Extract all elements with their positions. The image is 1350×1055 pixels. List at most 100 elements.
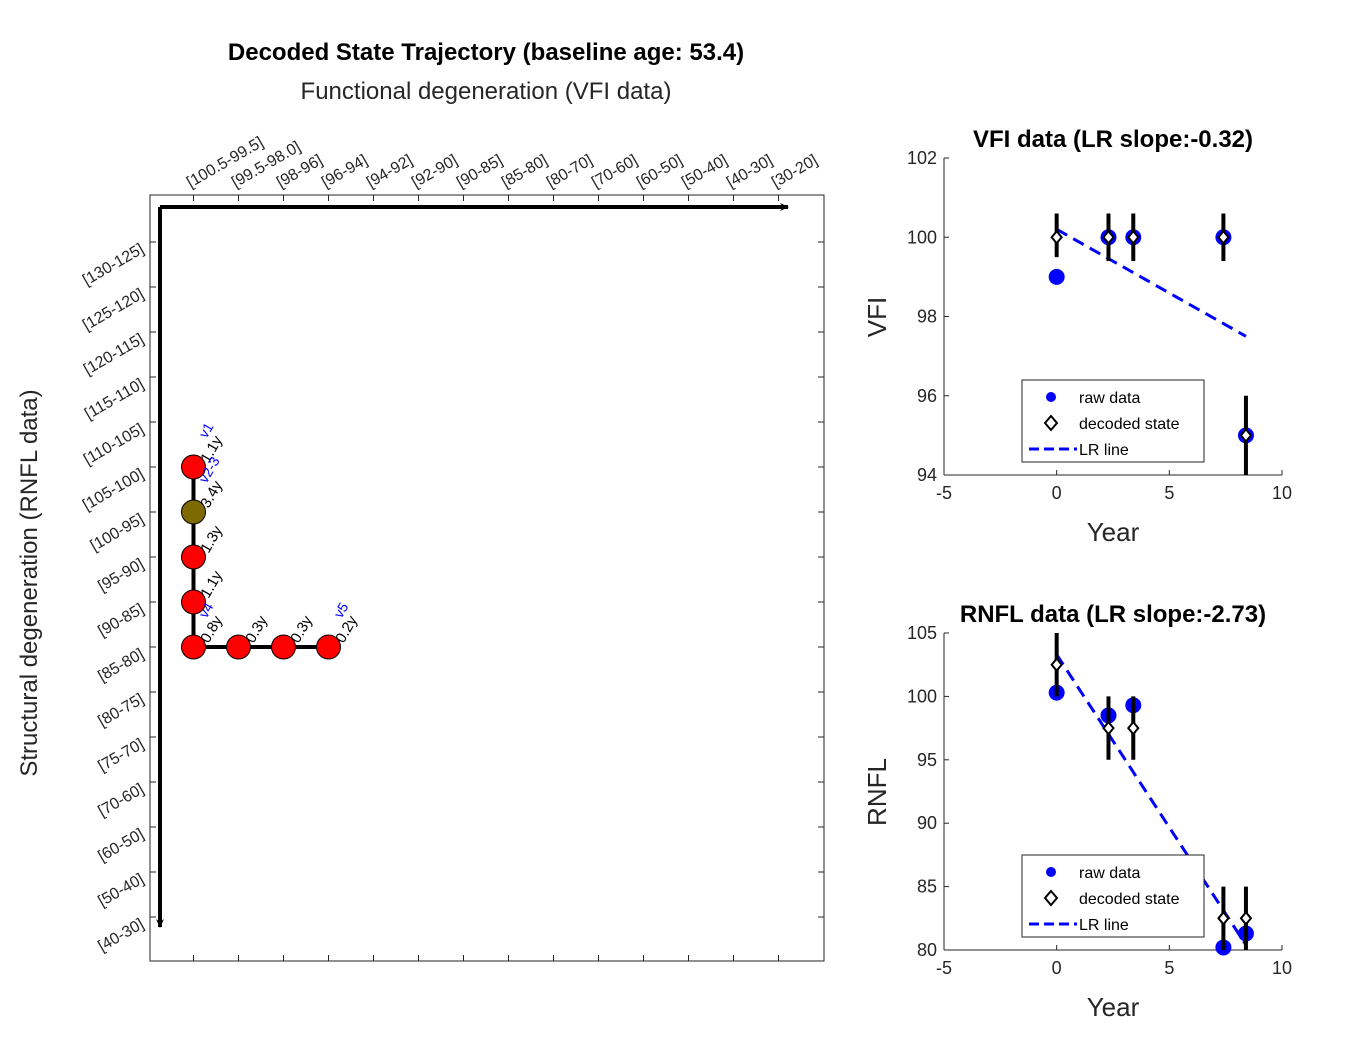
state-duration-label: 1.3y bbox=[197, 523, 226, 556]
traj-y-tick-label: [70-60] bbox=[95, 781, 147, 821]
state-duration-label: 3.4y bbox=[197, 478, 226, 511]
state-duration-label: 0.3y bbox=[287, 613, 316, 646]
rnfl-xlabel: Year bbox=[1087, 992, 1140, 1022]
state-visit-label: v1 bbox=[195, 420, 216, 441]
vfi-ticks: -5 0 5 10 94 96 98 100 102 bbox=[907, 148, 1292, 503]
traj-y-tick-label: [50-40] bbox=[95, 871, 147, 911]
traj-x-tick-label: [94-92] bbox=[364, 152, 416, 192]
vfi-y-tick-label: 102 bbox=[907, 148, 937, 168]
vfi-legend-decoded-marker bbox=[1043, 414, 1059, 432]
traj-x-tick-label: [85-80] bbox=[499, 152, 551, 192]
vfi-x-tick-label: 5 bbox=[1164, 483, 1174, 503]
state-visit-label: v5 bbox=[330, 600, 351, 621]
traj-y-tick-label: [115-110] bbox=[82, 376, 147, 423]
rnfl-x-tick-label: 10 bbox=[1272, 958, 1292, 978]
state-duration-label: 0.8y bbox=[197, 613, 226, 646]
traj-x-tick-label: [96-94] bbox=[319, 152, 371, 192]
vfi-y-tick-label: 94 bbox=[917, 465, 937, 485]
rnfl-y-tick-label: 85 bbox=[917, 877, 937, 897]
rnfl-title: RNFL data (LR slope:-2.73) bbox=[960, 601, 1266, 628]
traj-y-tick-label: [120-115] bbox=[81, 331, 147, 379]
vfi-legend: raw data decoded state LR line bbox=[1021, 379, 1205, 463]
traj-y-tick-label: [130-125] bbox=[80, 241, 147, 290]
vfi-x-tick-label: -5 bbox=[936, 483, 952, 503]
traj-y-tick-label: [75-70] bbox=[95, 736, 147, 776]
rnfl-series bbox=[1048, 633, 1254, 956]
state-marker bbox=[181, 454, 206, 480]
vfi-legend-decoded-label: decoded state bbox=[1079, 416, 1180, 433]
state-duration-label: 0.3y bbox=[242, 613, 271, 646]
traj-x-tick-label: [40-30] bbox=[724, 152, 776, 192]
traj-y-tick-label: [90-85] bbox=[95, 601, 147, 641]
vfi-decoded-marker bbox=[1050, 229, 1063, 245]
state-visit-label: v4 bbox=[195, 600, 216, 621]
vfi-decoded-marker bbox=[1126, 229, 1140, 245]
rnfl-x-tick-label: 0 bbox=[1052, 958, 1062, 978]
traj-x-tick-label: [30-20] bbox=[769, 152, 821, 192]
state-marker bbox=[181, 544, 206, 570]
rnfl-y-tick-label: 100 bbox=[907, 686, 937, 706]
rnfl-x-tick-label: -5 bbox=[936, 958, 952, 978]
vfi-xlabel: Year bbox=[1087, 517, 1140, 547]
vfi-legend-raw-label: raw data bbox=[1079, 390, 1140, 407]
vfi-ylabel: VFI bbox=[862, 297, 892, 337]
state-marker bbox=[271, 634, 296, 660]
rnfl-y-tick-label: 90 bbox=[917, 813, 937, 833]
rnfl-legend: raw data decoded state LR line bbox=[1021, 854, 1205, 938]
vfi-decoded-marker bbox=[1239, 427, 1253, 443]
rnfl-legend-lr-label: LR line bbox=[1079, 917, 1129, 934]
traj-y-tick-label: [110-105] bbox=[81, 421, 147, 469]
traj-x-tick-label: [50-40] bbox=[679, 152, 731, 192]
vfi-panel: VFI data (LR slope:-0.32) VFI Year -5 0 5 1… bbox=[862, 126, 1292, 547]
state-duration-label: 0.2y bbox=[332, 613, 361, 646]
vfi-y-tick-label: 100 bbox=[907, 227, 937, 247]
rnfl-decoded-marker bbox=[1050, 657, 1063, 673]
traj-y-tick-label: [40-30] bbox=[95, 916, 147, 956]
traj-y-tick-label: [95-90] bbox=[95, 556, 147, 596]
vfi-decoded-marker bbox=[1217, 229, 1230, 245]
traj-y-tick-label: [125-120] bbox=[80, 286, 147, 335]
trajectory-ticks bbox=[150, 195, 824, 961]
traj-x-tick-label: [70-60] bbox=[589, 152, 641, 192]
trajectory-ylabel: Structural degeneration (RNFL data) bbox=[16, 389, 43, 776]
vfi-y-tick-label: 96 bbox=[917, 386, 937, 406]
trajectory-title: Decoded State Trajectory (baseline age: … bbox=[228, 39, 744, 66]
trajectory-axes-box bbox=[149, 194, 825, 962]
trajectory-subtitle: Functional degeneration (VFI data) bbox=[301, 78, 672, 105]
rnfl-legend-raw-marker bbox=[1046, 867, 1056, 877]
vfi-x-tick-label: 10 bbox=[1272, 483, 1292, 503]
trajectory-x-tick-labels: [100.5-99.5][99.5-98.0][98-96][96-94][94… bbox=[184, 134, 821, 191]
traj-x-tick-label: [80-70] bbox=[544, 152, 596, 192]
state-marker bbox=[226, 634, 251, 660]
vfi-series bbox=[1048, 213, 1254, 475]
rnfl-x-tick-label: 5 bbox=[1164, 958, 1174, 978]
state-marker bbox=[181, 589, 206, 615]
vfi-x-tick-label: 0 bbox=[1052, 483, 1062, 503]
state-marker bbox=[316, 634, 341, 660]
rnfl-ylabel: RNFL bbox=[862, 758, 892, 826]
rnfl-y-tick-label: 95 bbox=[917, 750, 937, 770]
rnfl-decoded-marker bbox=[1217, 910, 1230, 926]
vfi-lr-line bbox=[1055, 228, 1247, 338]
vfi-title: VFI data (LR slope:-0.32) bbox=[973, 126, 1253, 153]
traj-x-tick-label: [92-90] bbox=[409, 152, 461, 192]
rnfl-decoded-marker bbox=[1126, 720, 1140, 736]
vfi-raw-point bbox=[1048, 268, 1065, 285]
traj-x-tick-label: [60-50] bbox=[634, 152, 686, 192]
traj-x-tick-label: [90-85] bbox=[454, 152, 506, 192]
rnfl-panel: RNFL data (LR slope:-2.73) RNFL Year -5 0… bbox=[862, 601, 1292, 1022]
traj-y-tick-label: [85-80] bbox=[95, 646, 147, 686]
rnfl-legend-decoded-marker bbox=[1043, 889, 1059, 907]
rnfl-legend-raw-label: raw data bbox=[1079, 865, 1140, 882]
rnfl-y-tick-label: 80 bbox=[917, 940, 937, 960]
state-marker bbox=[181, 634, 206, 660]
rnfl-ticks: -5 0 5 10 80 85 90 95 100 105 bbox=[907, 623, 1292, 978]
traj-y-tick-label: [60-50] bbox=[95, 826, 147, 866]
vfi-legend-lr-label: LR line bbox=[1079, 442, 1129, 459]
vfi-y-tick-label: 98 bbox=[917, 307, 937, 327]
traj-y-tick-label: [80-75] bbox=[95, 691, 147, 731]
rnfl-legend-decoded-label: decoded state bbox=[1079, 891, 1180, 908]
rnfl-y-tick-label: 105 bbox=[907, 623, 937, 643]
